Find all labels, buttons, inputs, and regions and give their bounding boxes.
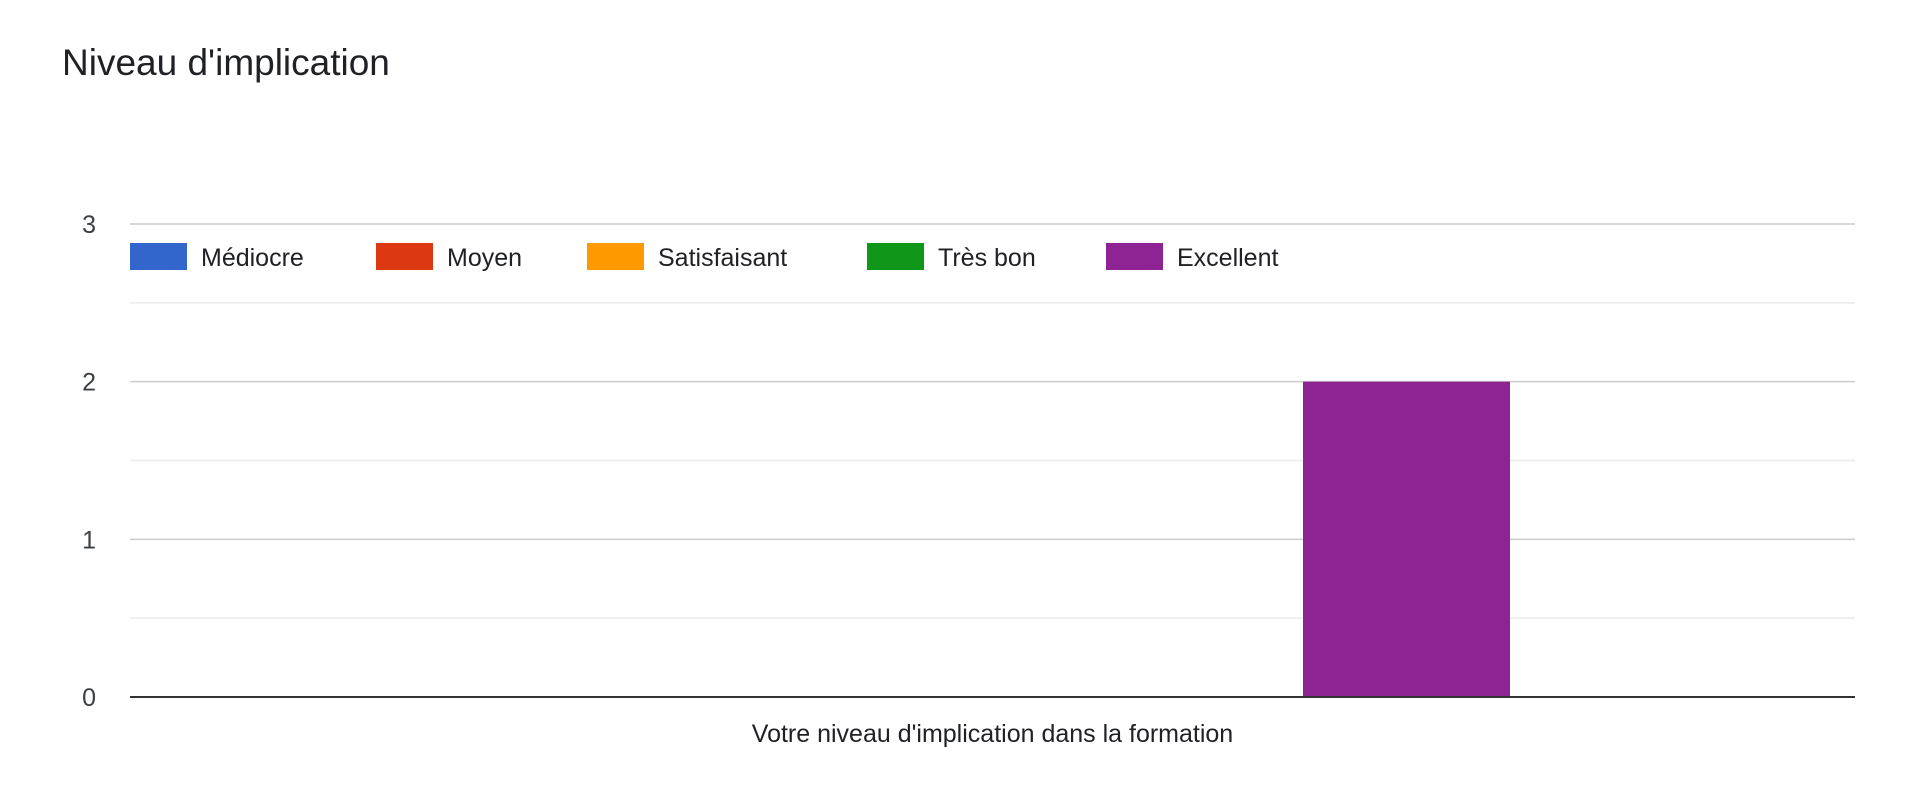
legend-label: Médiocre bbox=[201, 244, 304, 272]
y-tick-label: 2 bbox=[82, 369, 96, 397]
legend-swatch bbox=[587, 243, 644, 270]
legend-swatch bbox=[867, 243, 924, 270]
legend-label: Excellent bbox=[1177, 244, 1278, 272]
legend-swatch bbox=[1106, 243, 1163, 270]
legend-swatch bbox=[376, 243, 433, 270]
y-tick-label: 3 bbox=[82, 211, 96, 239]
y-tick-label: 1 bbox=[82, 526, 96, 554]
legend-label: Très bon bbox=[938, 244, 1036, 272]
y-tick-label: 0 bbox=[82, 684, 96, 712]
bar bbox=[1303, 381, 1510, 697]
legend-swatch bbox=[130, 243, 187, 270]
chart-title: Niveau d'implication bbox=[62, 42, 390, 83]
x-tick-label: Votre niveau d'implication dans la forma… bbox=[752, 720, 1233, 748]
legend-label: Satisfaisant bbox=[658, 244, 787, 272]
legend-label: Moyen bbox=[447, 244, 522, 272]
